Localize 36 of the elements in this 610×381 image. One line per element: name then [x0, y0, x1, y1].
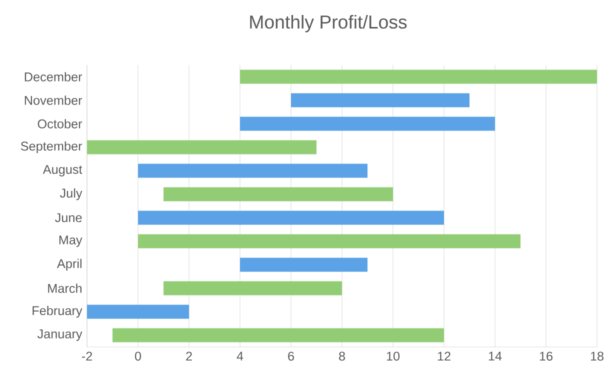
bar: [138, 164, 368, 178]
y-tick-label: September: [20, 141, 82, 154]
y-tick-label: October: [38, 119, 82, 128]
x-tick-label: 12: [438, 352, 450, 361]
y-tick-label: November: [24, 96, 82, 105]
chart-title: Monthly Profit/Loss: [250, 14, 407, 32]
x-tick-label: 2: [186, 352, 192, 361]
x-tick-label: 8: [339, 352, 345, 361]
y-tick-label: December: [24, 72, 82, 82]
bar: [138, 234, 520, 248]
bar: [164, 281, 342, 296]
x-tick-label: 18: [590, 352, 604, 361]
bar: [87, 304, 190, 319]
bar: [240, 116, 495, 131]
y-tick-label: June: [55, 213, 82, 222]
x-tick-label: 0: [134, 352, 142, 361]
bar: [240, 70, 597, 84]
x-tick-label: 16: [540, 352, 552, 361]
bar: [138, 210, 444, 225]
bar: [112, 328, 444, 342]
y-tick-label: March: [48, 284, 82, 293]
y-tick-label: February: [32, 306, 82, 318]
x-tick-label: 6: [288, 352, 294, 361]
bar: [291, 93, 470, 108]
x-tick-label: -2: [82, 352, 92, 361]
x-tick-label: 10: [386, 352, 400, 361]
y-tick-label: January: [37, 330, 82, 341]
y-tick-label: May: [59, 236, 82, 247]
bar: [240, 258, 368, 272]
bar: [164, 187, 393, 202]
x-tick-label: 14: [488, 352, 502, 360]
x-tick-label: 4: [236, 352, 244, 360]
bar: [87, 140, 316, 154]
y-tick-label: August: [42, 165, 82, 176]
y-tick-label: July: [60, 188, 82, 200]
y-tick-label: April: [56, 258, 82, 271]
